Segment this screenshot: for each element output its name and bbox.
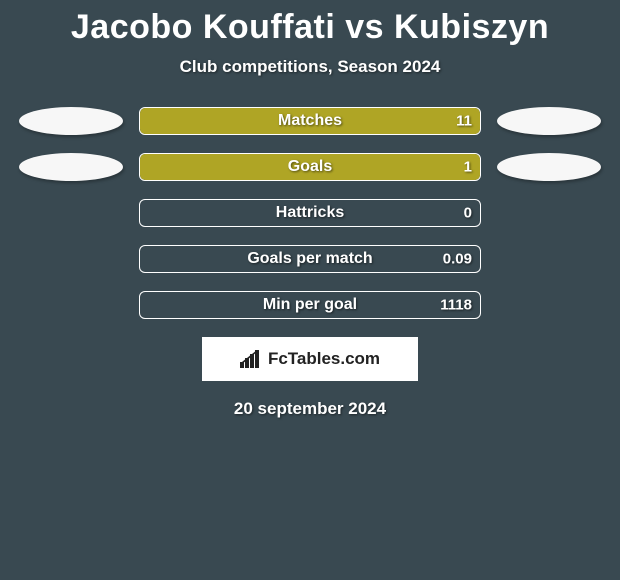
date: 20 september 2024 (0, 399, 620, 419)
player-right-avatar (497, 153, 601, 181)
stat-row: Matches 11 (0, 107, 620, 135)
stat-label: Goals (288, 158, 332, 176)
player-right-avatar (497, 107, 601, 135)
comparison-panel: Jacobo Kouffati vs Kubiszyn Club competi… (0, 0, 620, 419)
stat-bar: Min per goal 1118 (139, 291, 481, 319)
stat-label: Min per goal (263, 296, 357, 314)
player-left-avatar (19, 107, 123, 135)
stat-bar: Goals per match 0.09 (139, 245, 481, 273)
stats-list: Matches 11 Goals 1 Hattricks 0 Goals per match… (0, 107, 620, 319)
logo-box[interactable]: FcTables.com (202, 337, 418, 381)
stat-value-left: 0.09 (443, 251, 472, 268)
stat-row: Hattricks 0 (0, 199, 620, 227)
player-left-avatar (19, 153, 123, 181)
stat-label: Goals per match (247, 250, 372, 268)
bar-chart-icon (240, 350, 262, 368)
stat-bar: Goals 1 (139, 153, 481, 181)
stat-label: Hattricks (276, 204, 344, 222)
subtitle: Club competitions, Season 2024 (0, 57, 620, 77)
stat-row: Goals 1 (0, 153, 620, 181)
logo-text: FcTables.com (268, 349, 380, 369)
stat-value-left: 1 (464, 159, 472, 176)
stat-row: Min per goal 1118 (0, 291, 620, 319)
stat-value-left: 0 (464, 205, 472, 222)
stat-row: Goals per match 0.09 (0, 245, 620, 273)
stat-value-left: 11 (456, 113, 472, 130)
stat-bar: Hattricks 0 (139, 199, 481, 227)
stat-value-left: 1118 (440, 297, 472, 314)
page-title: Jacobo Kouffati vs Kubiszyn (0, 8, 620, 47)
stat-bar: Matches 11 (139, 107, 481, 135)
stat-label: Matches (278, 112, 342, 130)
logo: FcTables.com (240, 349, 380, 369)
